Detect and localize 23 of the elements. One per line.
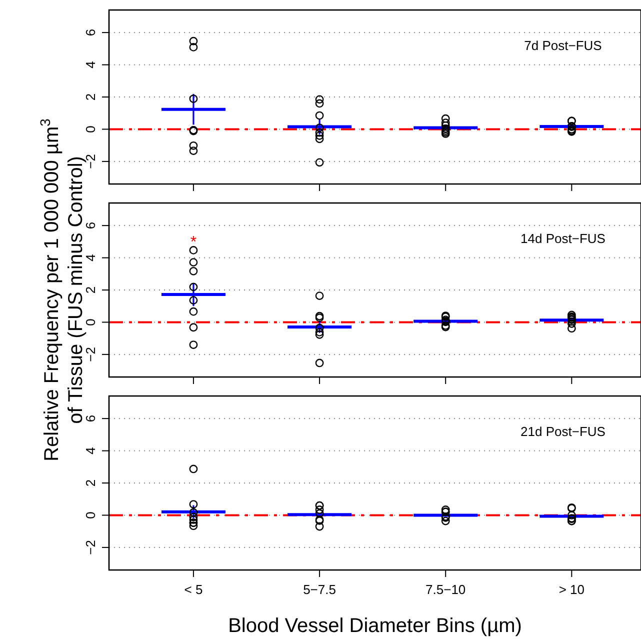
annotation: 7d Post−FUS [524, 38, 602, 53]
x-tick-label: < 5 [184, 582, 203, 597]
y-tick-label: 6 [83, 414, 98, 422]
y-tick-label: 4 [83, 61, 98, 68]
y-tick-label: 2 [83, 286, 98, 294]
x-tick-label: 7.5−10 [426, 582, 466, 597]
x-tick-label: > 10 [558, 582, 584, 597]
annotation: * [190, 234, 197, 251]
y-tick-label: −2 [83, 540, 98, 555]
y-tick-label: 4 [83, 447, 98, 454]
x-tick-label: 5−7.5 [303, 582, 336, 597]
y-tick-label: 0 [83, 126, 98, 133]
y-tick-label: 0 [83, 318, 98, 326]
y-tick-label: 2 [83, 479, 98, 487]
y-tick-label: 2 [83, 93, 98, 101]
y-tick-label: 6 [83, 222, 98, 230]
annotation: 21d Post−FUS [520, 424, 606, 439]
y-tick-label: −2 [83, 347, 98, 362]
y-tick-label: 0 [83, 512, 98, 519]
annotation: 14d Post−FUS [520, 231, 606, 246]
y-tick-label: 6 [83, 28, 98, 36]
x-axis-title: Blood Vessel Diameter Bins (µm) [228, 615, 522, 637]
y-tick-label: 4 [83, 254, 98, 262]
